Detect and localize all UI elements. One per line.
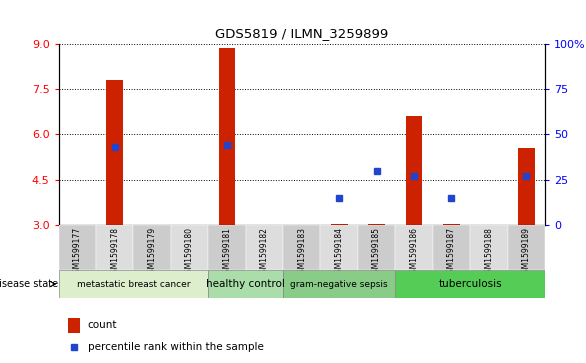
Text: GSM1599178: GSM1599178 [110, 227, 119, 278]
Bar [518, 148, 534, 225]
Text: GSM1599182: GSM1599182 [260, 227, 269, 278]
Bar [283, 225, 321, 270]
Text: tuberculosis: tuberculosis [438, 279, 502, 289]
Bar [246, 225, 283, 270]
Bar [219, 48, 236, 225]
Bar [368, 224, 385, 225]
Bar [406, 116, 423, 225]
Text: GSM1599187: GSM1599187 [447, 227, 456, 278]
Bar [396, 270, 545, 298]
Text: GSM1599181: GSM1599181 [223, 227, 231, 278]
Bar [432, 225, 470, 270]
Bar [96, 225, 134, 270]
Bar [69, 318, 80, 333]
Bar [507, 225, 545, 270]
Text: GSM1599186: GSM1599186 [410, 227, 418, 278]
Text: GSM1599184: GSM1599184 [335, 227, 344, 278]
Bar [358, 225, 396, 270]
Text: GSM1599180: GSM1599180 [185, 227, 194, 278]
Text: GSM1599188: GSM1599188 [485, 227, 493, 278]
Bar [59, 225, 96, 270]
Text: count: count [88, 320, 117, 330]
Bar [106, 80, 123, 225]
Bar [443, 224, 460, 225]
Bar [134, 225, 171, 270]
Bar [283, 270, 396, 298]
Text: metastatic breast cancer: metastatic breast cancer [77, 280, 190, 289]
Bar [171, 225, 208, 270]
Bar [59, 270, 208, 298]
Text: GSM1599189: GSM1599189 [522, 227, 531, 278]
Text: percentile rank within the sample: percentile rank within the sample [88, 342, 264, 352]
Bar [208, 270, 283, 298]
Title: GDS5819 / ILMN_3259899: GDS5819 / ILMN_3259899 [215, 26, 389, 40]
Bar [208, 225, 246, 270]
Text: GSM1599177: GSM1599177 [73, 227, 82, 278]
Text: GSM1599179: GSM1599179 [148, 227, 156, 278]
Bar [331, 224, 347, 225]
Bar [321, 225, 358, 270]
Bar [396, 225, 432, 270]
Text: disease state: disease state [0, 279, 59, 289]
Text: GSM1599183: GSM1599183 [297, 227, 306, 278]
Bar [470, 225, 507, 270]
Text: GSM1599185: GSM1599185 [372, 227, 381, 278]
Text: gram-negative sepsis: gram-negative sepsis [291, 280, 388, 289]
Text: healthy control: healthy control [206, 279, 285, 289]
